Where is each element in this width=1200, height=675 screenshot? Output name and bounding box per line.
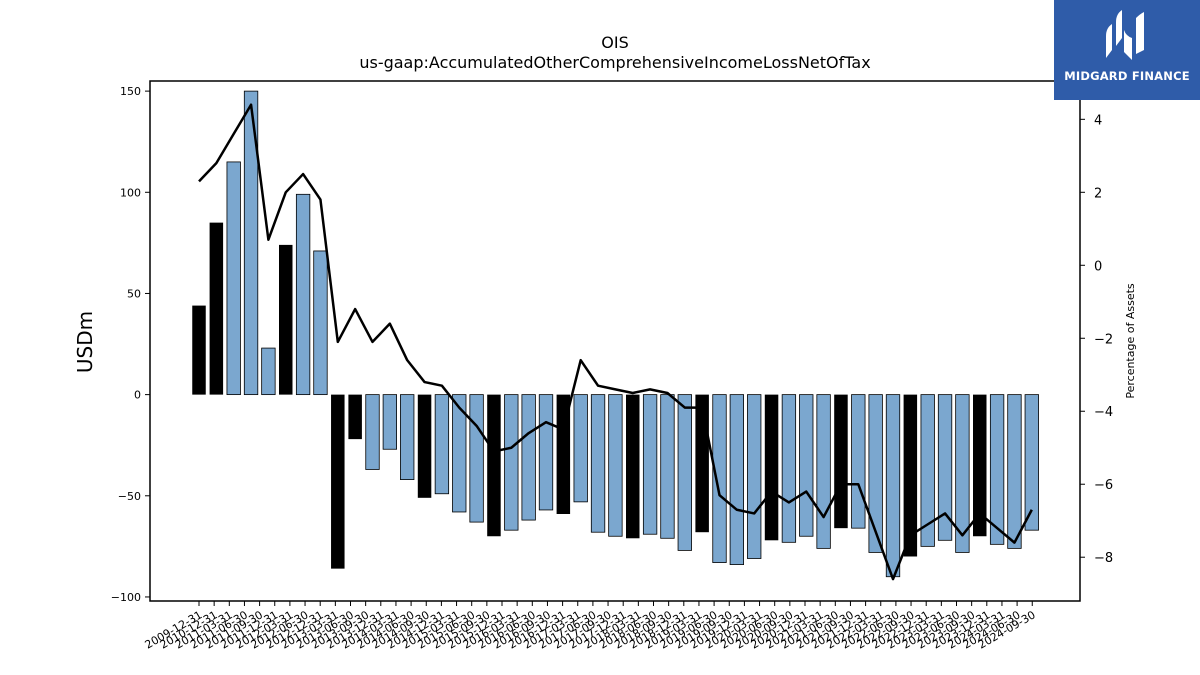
plot-frame bbox=[149, 80, 1081, 602]
bar bbox=[799, 394, 814, 537]
bar bbox=[538, 394, 554, 511]
y2-tick-label: −4 bbox=[1094, 405, 1113, 420]
x-axis: 2009-12-312010-12-312011-03-312011-06-30… bbox=[143, 601, 1038, 652]
bar bbox=[747, 394, 762, 559]
bar-series bbox=[192, 90, 1039, 578]
bar bbox=[348, 394, 362, 440]
bar bbox=[1024, 394, 1039, 531]
bar bbox=[885, 394, 901, 578]
y2-tick-label: 2 bbox=[1094, 186, 1102, 201]
bar bbox=[660, 394, 675, 539]
bar bbox=[781, 394, 797, 543]
bar bbox=[851, 394, 866, 529]
y-tick-label: 100 bbox=[120, 186, 141, 199]
y-tick-label: −100 bbox=[111, 591, 141, 604]
logo-text: MIDGARD FINANCE bbox=[1064, 69, 1190, 83]
bar bbox=[642, 394, 658, 535]
y-tick-label: 150 bbox=[120, 85, 141, 98]
bar bbox=[487, 394, 501, 537]
y2-tick-label: 4 bbox=[1094, 113, 1102, 128]
y-tick-label: 0 bbox=[134, 389, 141, 402]
y2-tick-label: 0 bbox=[1094, 259, 1102, 274]
series-line bbox=[198, 103, 1033, 581]
bar bbox=[920, 394, 935, 547]
bar bbox=[469, 394, 484, 523]
bar bbox=[452, 394, 467, 513]
bar bbox=[209, 222, 224, 395]
brand-logo: MIDGARD FINANCE bbox=[1054, 0, 1200, 100]
line-series bbox=[198, 103, 1033, 581]
bar bbox=[556, 394, 571, 514]
bar bbox=[608, 394, 623, 537]
chart-title: OIS bbox=[601, 33, 628, 52]
bar bbox=[417, 394, 432, 498]
chart-subtitle: us-gaap:AccumulatedOtherComprehensiveInc… bbox=[359, 53, 870, 72]
y-tick-label: 50 bbox=[127, 287, 141, 300]
bar bbox=[279, 244, 293, 395]
bar bbox=[834, 394, 848, 529]
bar bbox=[1007, 394, 1022, 549]
bar bbox=[712, 394, 727, 563]
right-axis: −8 −6 −4 −2 0 2 4 bbox=[1080, 113, 1113, 566]
bar bbox=[521, 394, 536, 521]
left-axis: −100 −50 0 50 100 150 bbox=[111, 85, 150, 604]
bar bbox=[729, 394, 744, 565]
bar bbox=[903, 394, 918, 557]
bar bbox=[626, 394, 640, 539]
bar bbox=[313, 250, 328, 396]
y2-tick-label: −8 bbox=[1094, 551, 1113, 566]
logo-mark-icon bbox=[1106, 10, 1144, 60]
bar bbox=[590, 394, 606, 533]
y-tick-label: −50 bbox=[118, 490, 141, 503]
bar bbox=[937, 394, 953, 541]
bar bbox=[989, 394, 1005, 545]
bar bbox=[695, 394, 709, 533]
bar bbox=[295, 193, 311, 396]
bar bbox=[764, 394, 779, 541]
bar bbox=[192, 305, 206, 395]
y2-axis-label: Percentage of Assets bbox=[1124, 283, 1137, 399]
bar bbox=[382, 394, 398, 450]
bar bbox=[573, 394, 588, 503]
bar bbox=[955, 394, 970, 553]
bar bbox=[365, 394, 380, 470]
bar bbox=[261, 347, 276, 396]
bar bbox=[243, 90, 259, 396]
y2-tick-label: −6 bbox=[1094, 478, 1113, 493]
y-axis-label: USDm bbox=[73, 311, 97, 373]
bar bbox=[973, 394, 987, 537]
bar bbox=[226, 161, 241, 396]
bar bbox=[816, 394, 831, 549]
bar bbox=[434, 394, 450, 495]
bar bbox=[331, 394, 345, 569]
bar bbox=[504, 394, 519, 531]
bar bbox=[868, 394, 883, 553]
bar bbox=[677, 394, 692, 551]
bar bbox=[400, 394, 415, 480]
y2-tick-label: −2 bbox=[1094, 332, 1113, 347]
